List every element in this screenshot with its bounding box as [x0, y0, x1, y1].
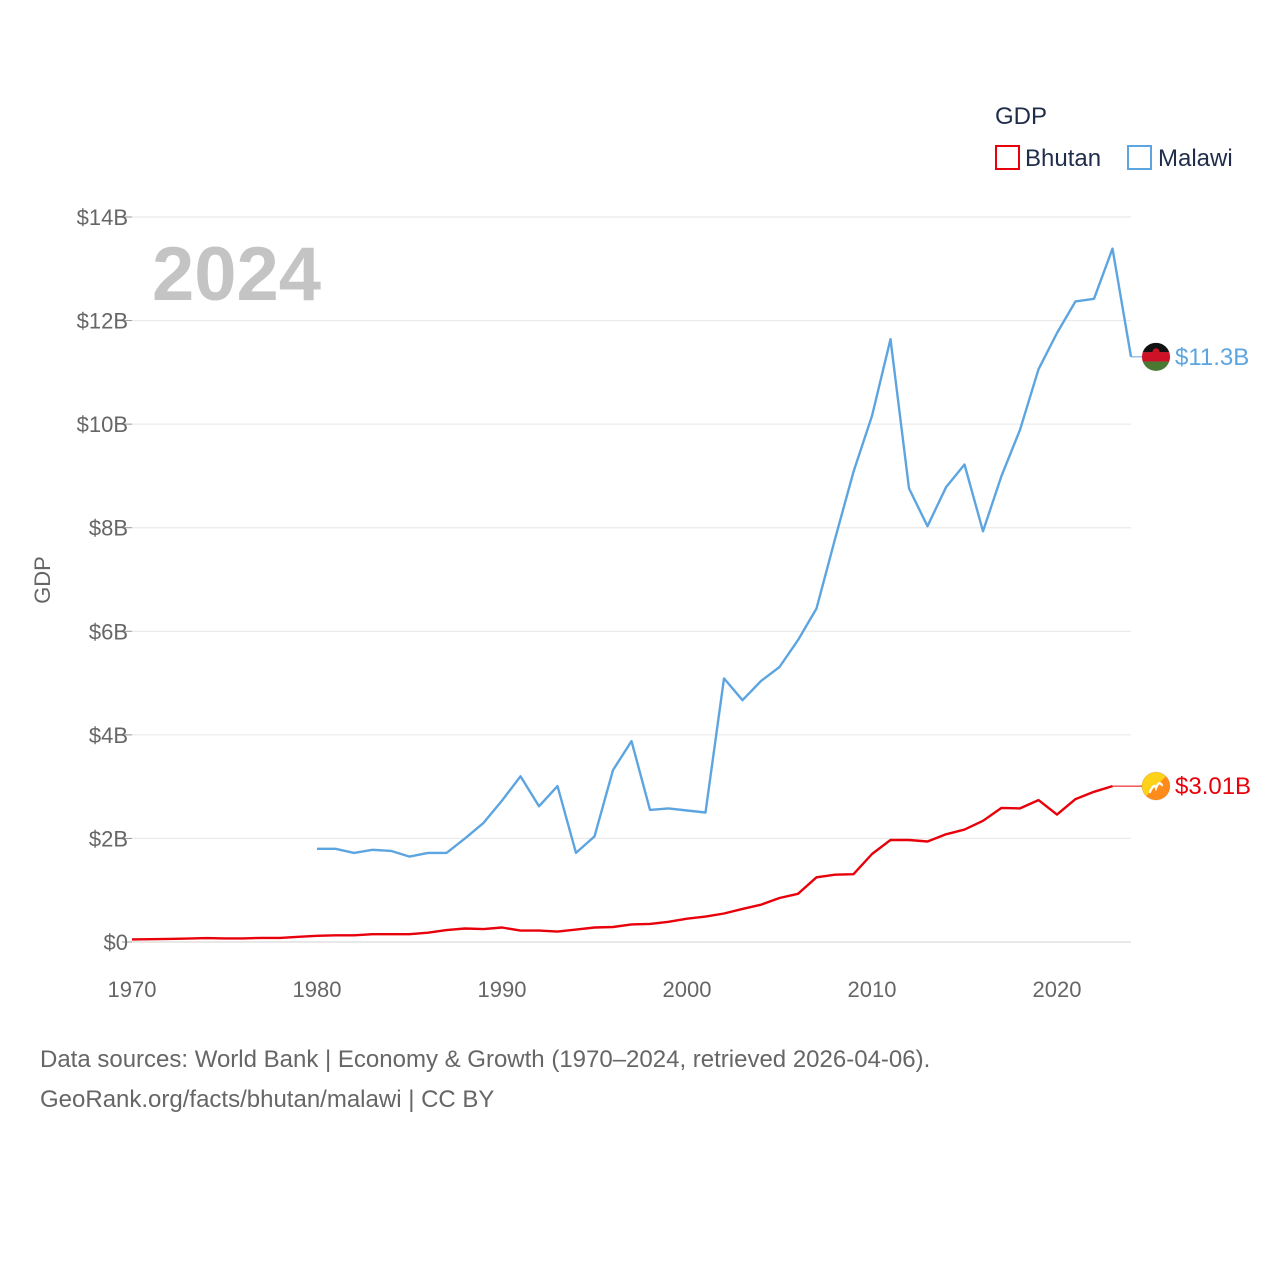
legend-label-bhutan: Bhutan: [1025, 145, 1101, 172]
x-tick-label: 1980: [293, 977, 342, 1002]
x-tick-label: 2000: [663, 977, 712, 1002]
bhutan-flag-icon: [1141, 771, 1171, 801]
y-axis-ticks: $0 $2B $4B $6B $8B $10B $12B $14B: [77, 205, 132, 955]
legend: Bhutan Malawi: [995, 145, 1233, 172]
y-tick-label: $6B: [89, 619, 128, 644]
footer-attribution: GeoRank.org/facts/bhutan/malawi | CC BY: [40, 1086, 495, 1113]
end-markers: $3.01B $11.3B: [1112, 342, 1251, 801]
y-tick-label: $2B: [89, 826, 128, 851]
gdp-line-chart: $0 $2B $4B $6B $8B $10B $12B $14B 1970 1980 1990 2…: [30, 103, 1251, 1002]
y-tick-label: $10B: [77, 412, 128, 437]
y-tick-label: $4B: [89, 723, 128, 748]
series-line-bhutan: [131, 784, 1113, 941]
end-value-label-malawi: $11.3B: [1175, 344, 1249, 371]
x-tick-label: 1970: [108, 977, 157, 1002]
x-tick-label: 2010: [848, 977, 897, 1002]
series-line-malawi: [317, 247, 1133, 858]
y-tick-label: $8B: [89, 516, 128, 541]
y-tick-label: $14B: [77, 205, 128, 230]
x-tick-label: 1990: [478, 977, 527, 1002]
x-tick-label: 2020: [1033, 977, 1082, 1002]
x-axis-ticks: 1970 1980 1990 2000 2010 2020: [108, 977, 1082, 1002]
series-lines: [131, 247, 1133, 941]
legend-label-malawi: Malawi: [1158, 145, 1233, 172]
end-value-label-bhutan: $3.01B: [1175, 773, 1251, 800]
legend-swatch-bhutan: [995, 145, 1020, 170]
y-tick-label: $0: [104, 930, 128, 955]
y-axis-title: GDP: [30, 556, 55, 604]
malawi-flag-icon: [1141, 342, 1171, 372]
footer-sources: Data sources: World Bank | Economy & Gro…: [40, 1046, 931, 1073]
legend-swatch-malawi: [1127, 145, 1152, 170]
year-label: 2024: [152, 232, 321, 317]
gridlines: [132, 216, 1131, 943]
y-tick-label: $12B: [77, 309, 128, 334]
footer: Data sources: World Bank | Economy & Gro…: [40, 1040, 930, 1120]
legend-title: GDP: [995, 103, 1047, 130]
